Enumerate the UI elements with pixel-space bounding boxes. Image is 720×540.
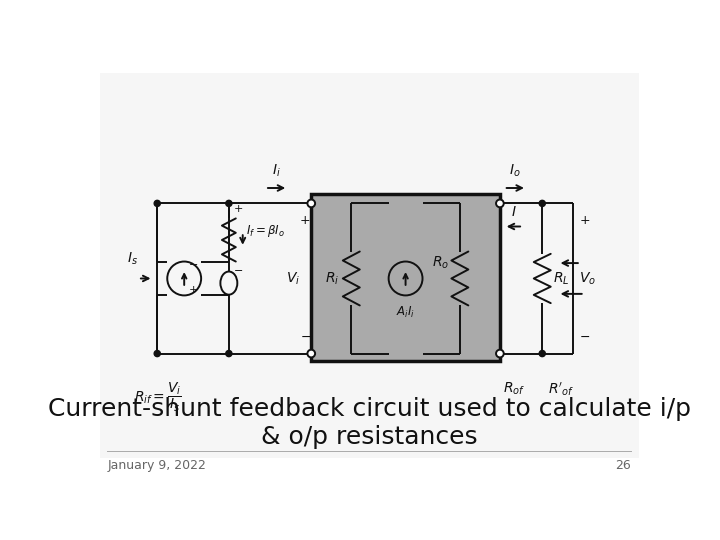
Text: $R_{of}$: $R_{of}$ [503, 381, 525, 397]
Text: $R'_{of}$: $R'_{of}$ [549, 381, 575, 398]
Text: $-$: $-$ [300, 330, 310, 343]
Text: 26: 26 [615, 459, 631, 472]
Text: $I_o$: $I_o$ [510, 163, 521, 179]
Circle shape [226, 200, 232, 206]
Text: $R_i$: $R_i$ [325, 271, 339, 287]
Text: $V_o$: $V_o$ [579, 271, 596, 287]
Text: $R_{if} = \dfrac{V_i}{I_s}$: $R_{if} = \dfrac{V_i}{I_s}$ [134, 381, 182, 414]
Text: $+$: $+$ [300, 214, 311, 227]
Text: $I$: $I$ [511, 205, 517, 219]
Text: $-$: $-$ [188, 258, 198, 268]
Circle shape [226, 350, 232, 356]
Text: January 9, 2022: January 9, 2022 [107, 459, 206, 472]
Text: $+$: $+$ [188, 285, 198, 295]
Text: $-$: $-$ [579, 330, 590, 343]
Circle shape [154, 200, 161, 206]
Text: $A_i I_i$: $A_i I_i$ [396, 305, 415, 320]
Circle shape [307, 350, 315, 357]
Text: $-$: $-$ [233, 264, 243, 274]
Circle shape [496, 200, 504, 207]
Circle shape [496, 350, 504, 357]
Circle shape [307, 200, 315, 207]
Circle shape [539, 200, 545, 206]
Text: $I_f = \beta I_o$: $I_f = \beta I_o$ [246, 222, 284, 239]
Circle shape [154, 350, 161, 356]
Text: Current-shunt feedback circuit used to calculate i/p
& o/p resistances: Current-shunt feedback circuit used to c… [48, 397, 690, 449]
Text: $I_i$: $I_i$ [272, 163, 281, 179]
Text: $R_L$: $R_L$ [553, 271, 570, 287]
Text: $V_i$: $V_i$ [287, 271, 300, 287]
Text: $+$: $+$ [233, 203, 243, 214]
Text: $R_o$: $R_o$ [432, 255, 449, 271]
Circle shape [539, 350, 545, 356]
Text: $I_s$: $I_s$ [127, 251, 138, 267]
Bar [311, 194, 500, 361]
Text: $+$: $+$ [579, 214, 590, 227]
